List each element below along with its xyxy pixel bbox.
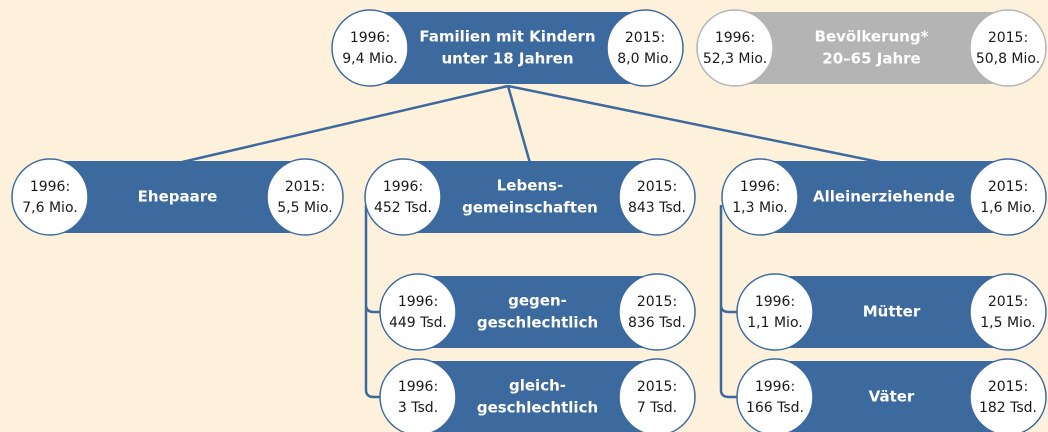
node-label: Familien mit Kindern <box>419 28 595 46</box>
node-box <box>50 161 305 233</box>
value-circle <box>606 9 684 87</box>
value-label: 1,6 Mio. <box>980 200 1035 216</box>
node-label: gleich- <box>509 377 566 395</box>
value-circle <box>266 158 344 236</box>
value-label: 449 Tsd. <box>389 315 447 331</box>
node-box <box>735 12 1008 84</box>
value-circle <box>618 358 696 432</box>
node-label: Bevölkerung* <box>815 28 929 46</box>
node-label: Alleinerziehende <box>813 188 955 206</box>
value-label: 1,5 Mio. <box>980 315 1035 331</box>
value-circle <box>379 358 457 432</box>
value-label: 1,1 Mio. <box>747 315 802 331</box>
node: Väter 1996: 166 Tsd. 2015: 182 Tsd. <box>736 358 1047 432</box>
node-label: 20–65 Jahre <box>822 50 920 68</box>
value-circle <box>379 273 457 351</box>
value-label: 182 Tsd. <box>979 400 1037 416</box>
connector <box>364 205 382 399</box>
node-box <box>418 276 657 348</box>
node: Alleinerziehende 1996: 1,3 Mio. 2015: 1,6 Mi… <box>721 158 1047 236</box>
year-label: 1996: <box>755 294 795 310</box>
node-box <box>775 361 1008 432</box>
node-label: Väter <box>869 388 915 406</box>
value-circle <box>364 158 442 236</box>
node-box <box>775 276 1008 348</box>
value-circle <box>721 158 799 236</box>
value-circle <box>331 9 409 87</box>
year-label: 2015: <box>637 294 677 310</box>
value-label: 843 Tsd. <box>628 200 686 216</box>
year-label: 1996: <box>715 30 755 46</box>
node: Familien mit Kindern unter 18 Jahren 1996:… <box>331 9 684 87</box>
node-box <box>403 161 657 233</box>
year-label: 2015: <box>988 30 1028 46</box>
year-label: 2015: <box>285 179 325 195</box>
value-circle <box>969 9 1047 87</box>
node-label: Mütter <box>863 303 921 321</box>
value-circle <box>618 273 696 351</box>
year-label: 1996: <box>755 379 795 395</box>
node: gleich-geschlechtlich 1996: 3 Tsd. 2015: 7 T… <box>379 358 696 432</box>
year-label: 1996: <box>398 379 438 395</box>
node-box <box>760 161 1008 233</box>
value-circle <box>11 158 89 236</box>
value-label: 452 Tsd. <box>374 200 432 216</box>
node-label: unter 18 Jahren <box>441 50 573 68</box>
connector <box>177 84 885 165</box>
year-label: 1996: <box>30 179 70 195</box>
node: Lebens-gemeinschaften 1996: 452 Tsd. 2015: 8… <box>364 158 696 236</box>
value-label: 7 Tsd. <box>637 400 677 416</box>
year-label: 2015: <box>988 294 1028 310</box>
node-box <box>370 12 645 84</box>
value-label: 166 Tsd. <box>746 400 804 416</box>
value-label: 50,8 Mio. <box>976 51 1040 67</box>
value-circle <box>618 158 696 236</box>
year-label: 2015: <box>625 30 665 46</box>
year-label: 1996: <box>383 179 423 195</box>
node: Bevölkerung* 20–65 Jahre 1996: 52,3 Mio. 201… <box>696 9 1047 87</box>
node-label: gemeinschaften <box>462 199 598 217</box>
value-label: 3 Tsd. <box>398 400 438 416</box>
year-label: 1996: <box>398 294 438 310</box>
node: Mütter 1996: 1,1 Mio. 2015: 1,5 Mio. <box>736 273 1047 351</box>
year-label: 2015: <box>988 379 1028 395</box>
node-label: Ehepaare <box>138 188 218 206</box>
value-label: 836 Tsd. <box>628 315 686 331</box>
year-label: 2015: <box>988 179 1028 195</box>
node: Ehepaare 1996: 7,6 Mio. 2015: 5,5 Mio. <box>11 158 344 236</box>
node-label: gegen- <box>508 292 567 310</box>
value-label: 1,3 Mio. <box>732 200 787 216</box>
year-label: 2015: <box>637 379 677 395</box>
value-circle <box>969 358 1047 432</box>
value-circle <box>736 273 814 351</box>
node-box <box>418 361 657 432</box>
value-circle <box>696 9 774 87</box>
node-label: geschlechtlich <box>477 399 598 417</box>
value-label: 9,4 Mio. <box>342 51 397 67</box>
value-circle <box>969 273 1047 351</box>
node-label: Lebens- <box>497 177 563 195</box>
value-label: 5,5 Mio. <box>277 200 332 216</box>
year-label: 1996: <box>740 179 780 195</box>
value-label: 8,0 Mio. <box>617 51 672 67</box>
year-label: 2015: <box>637 179 677 195</box>
value-circle <box>969 158 1047 236</box>
year-label: 1996: <box>350 30 390 46</box>
value-label: 7,6 Mio. <box>22 200 77 216</box>
connector <box>719 205 739 399</box>
value-label: 52,3 Mio. <box>703 51 767 67</box>
node-label: geschlechtlich <box>477 314 598 332</box>
node: gegen-geschlechtlich 1996: 449 Tsd. 2015: 83… <box>379 273 696 351</box>
connectors <box>177 84 885 399</box>
value-circle <box>736 358 814 432</box>
